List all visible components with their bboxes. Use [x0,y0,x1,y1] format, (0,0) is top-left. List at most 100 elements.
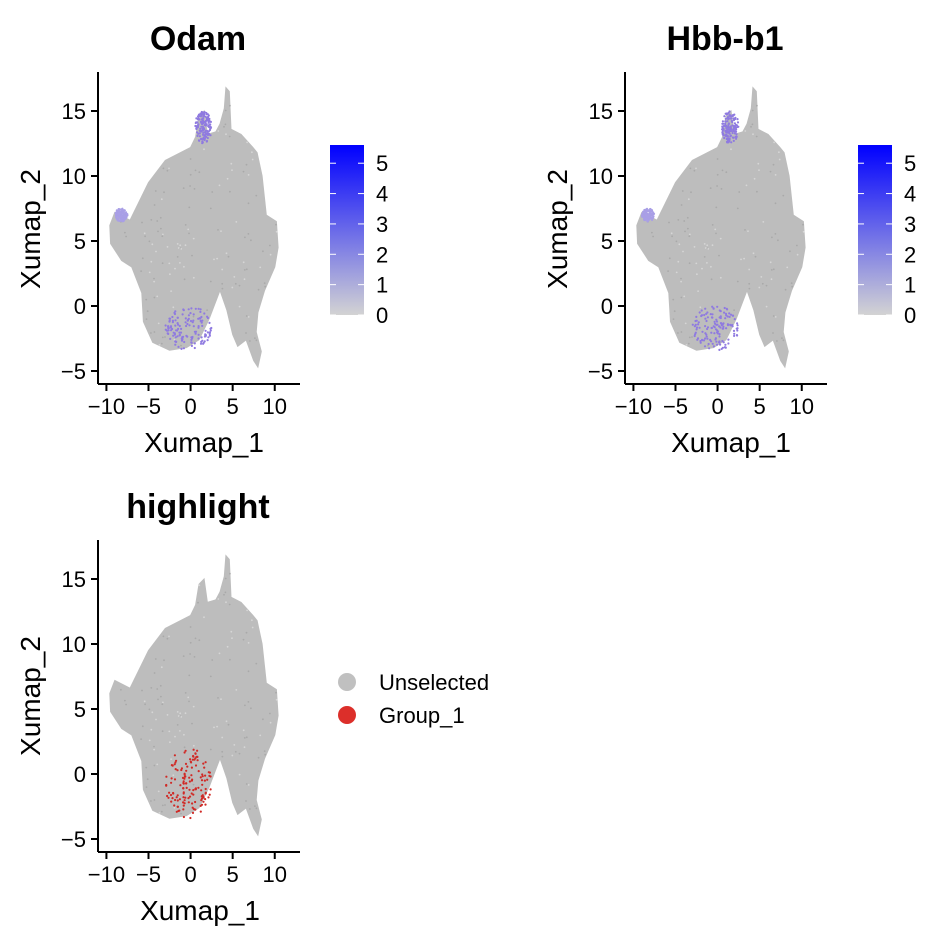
expressing-cell [649,208,652,211]
expressing-cell [119,215,122,219]
expressing-cell [206,132,209,135]
cell-point [262,250,264,253]
cell-point [667,270,669,272]
highlighted-cell [191,806,194,809]
highlighted-cell [208,771,211,774]
cell-point [206,309,209,311]
expressing-cell [197,132,200,135]
cell-point [189,185,192,187]
cell-point [693,169,696,172]
expressing-cell [718,325,721,328]
cell-point [246,609,249,612]
cell-point [154,658,157,660]
cell-point [710,278,713,281]
expressing-cell [736,121,740,124]
highlighted-cell [183,751,186,754]
highlighted-cell [200,799,203,802]
cell-point [206,777,209,779]
expression-overlay [640,110,740,351]
cell-point [225,601,227,604]
cell-point [745,184,748,187]
expressing-cell [645,214,648,217]
expressing-cell [712,325,715,328]
cell-point [233,744,236,746]
cell-point [243,737,246,739]
expressing-cell [732,119,736,122]
highlighted-cell [167,796,170,799]
cell-point [177,715,180,717]
cell-point [673,310,676,313]
cell-point [151,243,154,246]
expressing-cell [125,214,128,217]
cell-point [699,306,702,309]
cell-point [689,167,692,170]
expressing-cell [203,123,206,127]
highlighted-cell [182,787,185,790]
expressing-cell [193,346,196,350]
highlighted-cell [185,782,188,785]
cell-point [173,338,176,341]
x-tick-label: −10 [615,394,652,419]
cell-point [161,703,164,706]
highlighted-cell [192,789,195,792]
highlighted-cell [182,804,185,807]
expressing-cell [170,329,173,332]
cell-point [197,601,199,604]
cell-point [238,752,241,755]
expressing-cell [733,318,736,321]
cell-point [711,224,714,226]
cell-point [275,698,278,701]
cell-point [155,718,157,721]
expressing-cell [735,130,738,133]
expressing-cell [706,326,710,329]
expressing-cell [719,315,722,318]
expressing-cell [176,322,179,325]
highlighted-cell [176,794,179,797]
cell-point [703,243,706,245]
expressing-cell [698,326,701,329]
cell-point [672,298,675,301]
cell-point [124,699,126,702]
y-tick-label: 10 [589,164,613,189]
cell-point [802,230,805,233]
cell-point [157,698,159,701]
cell-point [751,109,754,112]
highlighted-cell [181,776,185,780]
expressing-cell [706,327,709,331]
expressing-cell [716,332,719,335]
expressing-cell [706,316,710,319]
expressing-cell [200,110,203,114]
cell-point [247,784,250,786]
expressing-cell [641,215,644,218]
expressing-cell [732,128,735,131]
expressing-cell [199,342,203,345]
highlighted-cell [194,752,197,755]
cell-point [263,750,266,752]
cell-point [696,273,698,276]
expressing-cell [208,120,211,123]
expressing-cell [201,339,204,342]
highlighted-cell [200,779,204,782]
cell-point [688,235,691,238]
highlighted-cell [200,803,204,806]
cell-point [198,584,201,587]
cell-point [225,720,228,723]
expressing-cell [727,125,730,128]
cell-point [163,659,165,662]
cell-point [211,191,214,193]
y-tick-label: −5 [588,359,613,384]
expressing-cell [723,311,726,314]
expressing-cell [721,122,724,125]
cell-point [758,286,761,289]
cell-point [680,296,683,299]
cell-point [150,687,153,689]
highlighted-cell [194,788,197,791]
expressing-cell [203,138,206,141]
cell-point [736,280,739,283]
cell-point [774,174,777,176]
expressing-cell [703,313,706,317]
y-tick-label: 15 [589,99,613,124]
cell-point [213,726,215,729]
highlighted-cell [209,775,212,778]
